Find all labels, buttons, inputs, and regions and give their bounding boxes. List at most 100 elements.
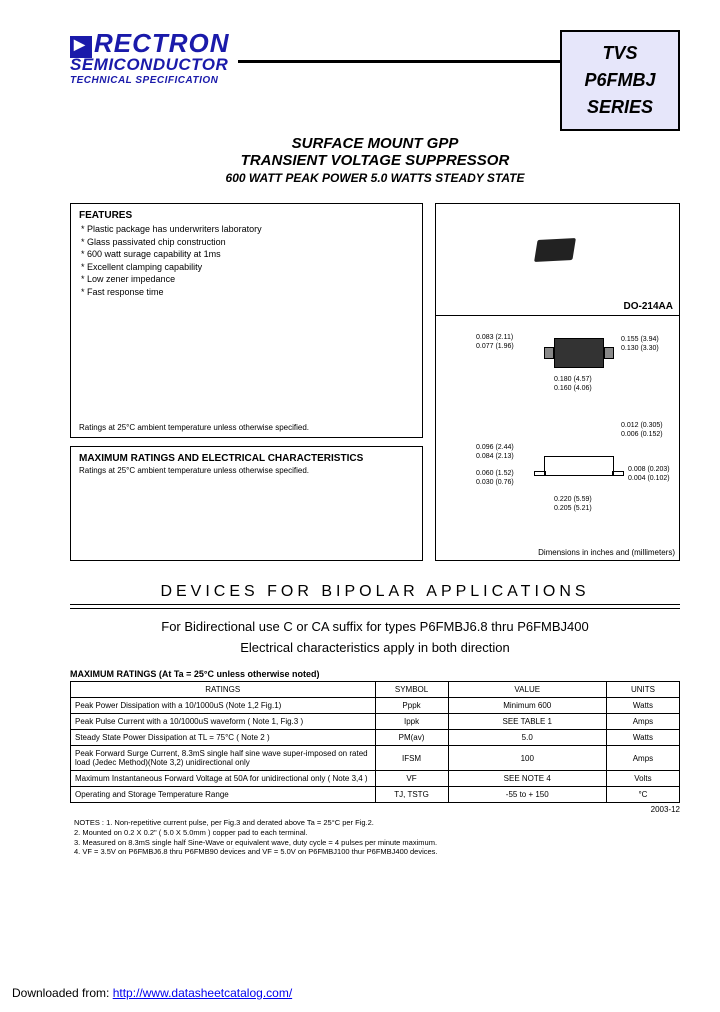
brand-icon	[70, 36, 92, 58]
feature-item: 600 watt surage capability at 1ms	[81, 248, 414, 261]
dim-label: 0.155 (3.94)	[621, 336, 659, 343]
feature-item: Excellent clamping capability	[81, 261, 414, 274]
note-line: 4. VF = 3.5V on P6FMBJ6.8 thru P6FMB90 d…	[74, 847, 680, 857]
brand-name: RECTRON	[70, 30, 230, 58]
dim-label: 0.205 (5.21)	[554, 505, 592, 512]
dim-label: 0.130 (3.30)	[621, 345, 659, 352]
pkg-side-body	[544, 456, 614, 476]
footer-link[interactable]: http://www.datasheetcatalog.com/	[113, 986, 292, 1000]
note-line: NOTES : 1. Non-repetitive current pulse,…	[74, 818, 680, 828]
brand-block: RECTRON SEMICONDUCTOR TECHNICAL SPECIFIC…	[70, 30, 238, 86]
ratings-table-title: MAXIMUM RATINGS (At Ta = 25°C unless oth…	[70, 669, 680, 679]
pkg-side-lead	[534, 471, 546, 476]
cell: Maximum Instantaneous Forward Voltage at…	[71, 771, 376, 787]
package-name: DO-214AA	[624, 301, 673, 312]
dim-label: 0.096 (2.44)	[476, 444, 514, 451]
table-row: Operating and Storage Temperature Range …	[71, 787, 680, 803]
doc-date: 2003-12	[70, 805, 680, 814]
title-block: SURFACE MOUNT GPP TRANSIENT VOLTAGE SUPP…	[70, 135, 680, 185]
cell: SEE NOTE 4	[448, 771, 606, 787]
cell: Operating and Storage Temperature Range	[71, 787, 376, 803]
pkg-side-lead	[612, 471, 624, 476]
cell: Ippk	[375, 714, 448, 730]
package-box: DO-214AA 0.083 (2.11) 0.077 (1.96) 0.155…	[435, 203, 680, 561]
cell: PM(av)	[375, 730, 448, 746]
dim-label: 0.077 (1.96)	[476, 343, 514, 350]
title-line2: TRANSIENT VOLTAGE SUPPRESSOR	[70, 152, 680, 169]
feature-item: Fast response time	[81, 286, 414, 299]
dim-label: 0.008 (0.203)	[628, 466, 670, 473]
cell: 100	[448, 746, 606, 771]
package-dimensions: 0.083 (2.11) 0.077 (1.96) 0.155 (3.94) 0…	[436, 316, 679, 560]
cell: 5.0	[448, 730, 606, 746]
dim-label: 0.030 (0.76)	[476, 479, 514, 486]
dim-label: 0.012 (0.305)	[621, 422, 663, 429]
ratings-table: RATINGS SYMBOL VALUE UNITS Peak Power Di…	[70, 681, 680, 803]
dims-note: Dimensions in inches and (millimeters)	[538, 548, 675, 557]
dim-label: 0.004 (0.102)	[628, 475, 670, 482]
devices-title: DEVICES FOR BIPOLAR APPLICATIONS	[70, 583, 680, 601]
max-ratings-note: Ratings at 25°C ambient temperature unle…	[79, 466, 414, 475]
table-row: Peak Pulse Current with a 10/1000uS wave…	[71, 714, 680, 730]
dim-label: 0.084 (2.13)	[476, 453, 514, 460]
brand-text: RECTRON	[94, 28, 230, 58]
cell: Volts	[606, 771, 679, 787]
dim-label: 0.180 (4.57)	[554, 376, 592, 383]
cell: Steady State Power Dissipation at TL = 7…	[71, 730, 376, 746]
pkg-top-body	[554, 338, 604, 368]
hr	[70, 608, 680, 609]
right-column: DO-214AA 0.083 (2.11) 0.077 (1.96) 0.155…	[435, 203, 680, 561]
cell: Watts	[606, 730, 679, 746]
subtitle-1: For Bidirectional use C or CA suffix for…	[70, 619, 680, 634]
cell: Pppk	[375, 698, 448, 714]
col-units: UNITS	[606, 682, 679, 698]
brand-sub1: SEMICONDUCTOR	[70, 55, 230, 75]
cell: Peak Power Dissipation with a 10/1000uS …	[71, 698, 376, 714]
cell: IFSM	[375, 746, 448, 771]
feature-item: Plastic package has underwriters laborat…	[81, 223, 414, 236]
cell: Peak Pulse Current with a 10/1000uS wave…	[71, 714, 376, 730]
dim-label: 0.006 (0.152)	[621, 431, 663, 438]
feature-item: Glass passivated chip construction	[81, 236, 414, 249]
max-ratings-title: MAXIMUM RATINGS AND ELECTRICAL CHARACTER…	[79, 453, 414, 464]
features-box: FEATURES Plastic package has underwriter…	[70, 203, 423, 438]
col-symbol: SYMBOL	[375, 682, 448, 698]
smd-chip-icon	[534, 238, 576, 262]
series-l1: TVS	[576, 40, 664, 67]
series-l3: SERIES	[576, 94, 664, 121]
dim-label: 0.060 (1.52)	[476, 470, 514, 477]
left-column: FEATURES Plastic package has underwriter…	[70, 203, 423, 561]
table-row: Peak Power Dissipation with a 10/1000uS …	[71, 698, 680, 714]
cell: TJ, TSTG	[375, 787, 448, 803]
cell: Amps	[606, 714, 679, 730]
feature-item: Low zener impedance	[81, 273, 414, 286]
cell: Watts	[606, 698, 679, 714]
notes-block: NOTES : 1. Non-repetitive current pulse,…	[70, 818, 680, 857]
cell: Amps	[606, 746, 679, 771]
dim-label: 0.083 (2.11)	[476, 334, 513, 341]
note-line: 2. Mounted on 0.2 X 0.2" ( 5.0 X 5.0mm )…	[74, 828, 680, 838]
table-row: Maximum Instantaneous Forward Voltage at…	[71, 771, 680, 787]
cell: SEE TABLE 1	[448, 714, 606, 730]
brand-sub2: TECHNICAL SPECIFICATION	[70, 75, 230, 86]
features-note: Ratings at 25°C ambient temperature unle…	[79, 423, 309, 432]
pkg-lead	[604, 347, 614, 359]
cell: -55 to + 150	[448, 787, 606, 803]
table-header-row: RATINGS SYMBOL VALUE UNITS	[71, 682, 680, 698]
title-line3: 600 WATT PEAK POWER 5.0 WATTS STEADY STA…	[70, 171, 680, 185]
cell: VF	[375, 771, 448, 787]
table-row: Peak Forward Surge Current, 8.3mS single…	[71, 746, 680, 771]
series-box: TVS P6FMBJ SERIES	[560, 30, 680, 131]
footer-label: Downloaded from:	[12, 986, 113, 1000]
package-3d: DO-214AA	[436, 204, 679, 316]
cell: Minimum 600	[448, 698, 606, 714]
col-ratings: RATINGS	[71, 682, 376, 698]
series-l2: P6FMBJ	[576, 67, 664, 94]
cell: °C	[606, 787, 679, 803]
header: RECTRON SEMICONDUCTOR TECHNICAL SPECIFIC…	[70, 30, 680, 131]
pkg-lead	[544, 347, 554, 359]
note-line: 3. Measured on 8.3mS single half Sine-Wa…	[74, 838, 680, 848]
table-row: Steady State Power Dissipation at TL = 7…	[71, 730, 680, 746]
dim-label: 0.160 (4.06)	[554, 385, 592, 392]
dim-label: 0.220 (5.59)	[554, 496, 592, 503]
